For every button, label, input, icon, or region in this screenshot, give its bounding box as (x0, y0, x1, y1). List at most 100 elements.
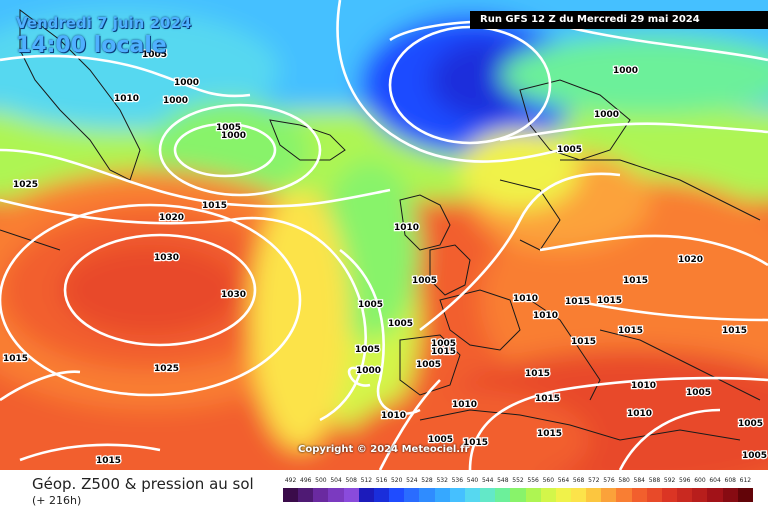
pressure-label: 1005 (557, 145, 582, 155)
pressure-label: 1005 (428, 435, 453, 445)
pressure-label: 1015 (525, 369, 550, 379)
pressure-label: 1025 (13, 180, 38, 190)
pressure-label: 1000 (356, 366, 381, 376)
pressure-label: 1005 (358, 300, 383, 310)
pressure-label: 1000 (594, 110, 619, 120)
pressure-label: 1010 (533, 311, 558, 321)
color-scale-swatch (555, 488, 571, 502)
pressure-label: 1015 (571, 337, 596, 347)
color-scale-tick-label: 508 (345, 477, 357, 484)
color-scale-swatch (540, 488, 556, 502)
pressure-label: 1005 (686, 388, 711, 398)
pressure-label: 1010 (631, 381, 656, 391)
pressure-label: 1010 (114, 94, 139, 104)
pressure-label: 1010 (381, 411, 406, 421)
color-scale-tick-label: 540 (466, 477, 479, 484)
pressure-label: 1030 (154, 253, 179, 263)
color-scale-swatch (328, 488, 344, 502)
color-scale-swatch (464, 488, 481, 502)
color-scale-tick-label: 512 (360, 477, 373, 484)
pressure-label: 1005 (355, 345, 380, 355)
color-scale-swatch (298, 488, 314, 502)
pressure-label: 1015 (535, 394, 560, 404)
pressure-label: 1015 (431, 347, 456, 357)
legend-forecast-offset: (+ 216h) (32, 494, 82, 507)
pressure-label: 1020 (159, 213, 184, 223)
coastlines (0, 9, 761, 441)
color-scale-tick-label: 528 (421, 477, 433, 484)
color-scale-swatch (343, 488, 359, 502)
color-scale-tick-label: 500 (315, 477, 327, 484)
color-scale-tick-label: 604 (709, 477, 721, 484)
color-scale-swatch (313, 488, 329, 502)
color-scale-swatch (707, 488, 723, 502)
color-scale-tick-label: 516 (375, 477, 388, 484)
color-scale-swatch (661, 488, 678, 502)
color-scale-tick-label: 612 (739, 477, 752, 484)
color-scale-swatch (434, 488, 450, 502)
color-scale-tick-label: 608 (724, 477, 736, 484)
color-scale-swatch (570, 488, 587, 502)
pressure-label: 1015 (537, 429, 562, 439)
pressure-label: 1015 (623, 276, 648, 286)
color-scale-swatch (419, 488, 435, 502)
pressure-label: 1015 (722, 326, 747, 336)
pressure-label: 1015 (96, 456, 121, 466)
pressure-label: 1005 (142, 50, 167, 60)
pressure-label: 1015 (463, 438, 488, 448)
pressure-label: 1005 (742, 451, 767, 461)
color-scale-swatch (646, 488, 662, 502)
pressure-label: 1000 (163, 96, 188, 106)
pressure-label: 1010 (513, 294, 538, 304)
color-scale-swatch (358, 488, 374, 502)
color-scale-tick-label: 572 (588, 477, 600, 484)
color-scale-swatch (525, 488, 541, 502)
color-scale-swatch (389, 488, 405, 502)
color-scale-tick-label: 568 (572, 477, 585, 484)
pressure-label: 1005 (388, 319, 413, 329)
color-scale-tick-label: 556 (527, 477, 539, 484)
color-scale-tick-label: 532 (436, 477, 448, 484)
pressure-label: 1030 (221, 290, 246, 300)
color-scale-tick-label: 592 (663, 477, 676, 484)
color-scale-bar (283, 488, 753, 502)
pressure-label: 1015 (597, 296, 622, 306)
color-scale-swatch (510, 488, 526, 502)
pressure-label: 1010 (452, 400, 477, 410)
color-scale-swatch (283, 488, 299, 502)
color-scale-tick-label: 580 (618, 477, 630, 484)
legend-title: Géop. Z500 & pression au sol (32, 475, 254, 493)
color-scale-labels: 492 496 500 504 508 512 516 520 524 528 532 536 540 5… (283, 477, 753, 487)
pressure-label-group: 1005 1000 1010 1000 1005 1000 1025 1020 … (2, 49, 768, 468)
color-scale-tick-label: 584 (633, 477, 645, 484)
color-scale-tick-label: 496 (300, 477, 312, 484)
color-scale-tick-label: 552 (512, 477, 524, 484)
color-scale-swatch (737, 488, 753, 502)
color-scale-swatch (480, 488, 496, 502)
pressure-label: 1000 (174, 78, 199, 88)
pressure-label: 1015 (202, 201, 227, 211)
color-scale-swatch (404, 488, 420, 502)
pressure-label: 1010 (627, 409, 652, 419)
color-scale-tick-label: 536 (451, 477, 464, 484)
pressure-label: 1020 (678, 255, 703, 265)
color-scale-swatch (373, 488, 390, 502)
pressure-label: 1000 (221, 131, 246, 141)
pressure-label: 1025 (154, 364, 179, 374)
color-scale-swatch (616, 488, 632, 502)
color-scale-tick-label: 548 (497, 477, 509, 484)
pressure-label: 1015 (3, 354, 28, 364)
pressure-label: 1010 (394, 223, 419, 233)
color-scale-tick-label: 504 (330, 477, 342, 484)
color-scale-tick-label: 560 (542, 477, 555, 484)
pressure-label: 1015 (565, 297, 590, 307)
forecast-date: Vendredi 7 juin 2024 (16, 14, 192, 32)
color-scale-tick-label: 544 (481, 477, 494, 484)
color-scale-swatch (449, 488, 465, 502)
pressure-label: 1000 (613, 66, 638, 76)
color-scale-swatch (722, 488, 738, 502)
model-run-banner: Run GFS 12 Z du Mercredi 29 mai 2024 (470, 11, 768, 29)
z500-color-field (0, 0, 768, 470)
pressure-label: 1015 (618, 326, 643, 336)
